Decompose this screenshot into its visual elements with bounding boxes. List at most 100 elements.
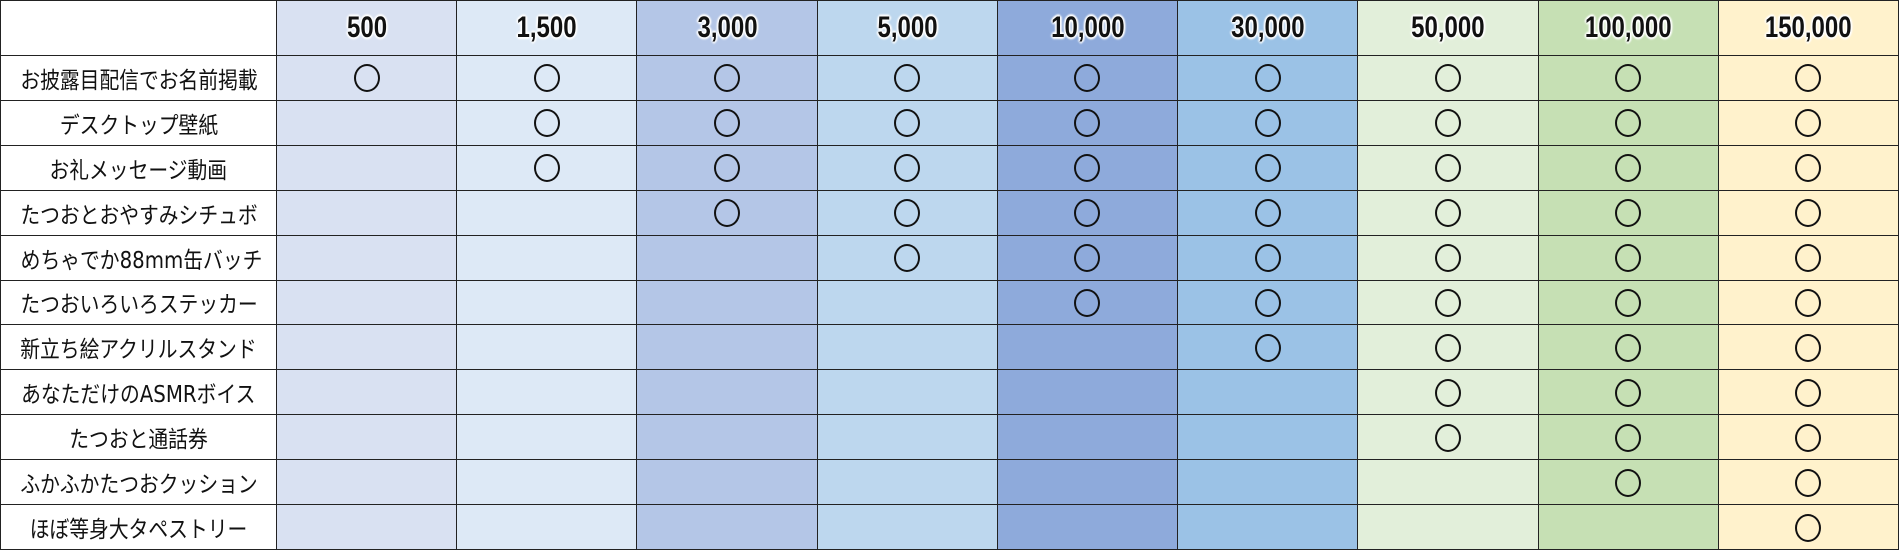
included-circle-icon (1254, 154, 1281, 183)
tier-cell (636, 55, 818, 101)
included-circle-icon (894, 154, 921, 183)
tier-amount: 150,000 (1764, 11, 1852, 44)
tier-cell (1717, 55, 1899, 101)
tier-cell (1717, 504, 1899, 550)
tier-cell (996, 99, 1179, 146)
reward-label: 新立ち絵アクリルスタンド (20, 337, 257, 364)
tier-cell (1357, 99, 1539, 146)
table-row: たつおと通話券 (0, 414, 1899, 461)
table-row: デスクトップ壁紙 (0, 99, 1899, 146)
included-circle-icon (1795, 468, 1822, 497)
included-circle-icon (1254, 199, 1281, 228)
tier-cell (1357, 504, 1539, 550)
included-circle-icon (1615, 288, 1642, 317)
included-circle-icon (894, 199, 921, 228)
tier-cell (275, 504, 458, 550)
tier-cell (816, 459, 998, 506)
included-circle-icon (1074, 199, 1101, 228)
included-circle-icon (714, 64, 741, 93)
tier-cell (1537, 99, 1719, 146)
included-circle-icon (714, 109, 741, 138)
tier-amount: 5,000 (877, 11, 938, 44)
tier-cell (275, 414, 458, 461)
tier-cell (816, 189, 998, 236)
tier-cell (1537, 189, 1719, 236)
tier-cell (636, 99, 818, 146)
tier-cell (996, 189, 1179, 236)
tier-header-0: 500 (275, 0, 458, 56)
tier-amount: 500 (346, 11, 387, 44)
table-row: お披露目配信でお名前掲載 (0, 55, 1899, 101)
tier-amount: 10,000 (1050, 11, 1125, 44)
included-circle-icon (1074, 244, 1101, 273)
table-row: たつおとおやすみシチュボ (0, 189, 1899, 236)
included-circle-icon (1615, 333, 1642, 362)
tier-cell (996, 144, 1179, 191)
tier-cell (636, 504, 818, 550)
table-row: ふかふかたつおクッション (0, 459, 1899, 506)
tier-header-1: 1,500 (456, 0, 638, 56)
tier-cell (1357, 414, 1539, 461)
included-circle-icon (894, 109, 921, 138)
tier-cell (1357, 279, 1539, 326)
reward-label-cell: ほぼ等身大タペストリー (0, 504, 277, 550)
tier-cell (1357, 369, 1539, 416)
reward-label-cell: たつおと通話券 (0, 414, 277, 461)
tier-amount: 100,000 (1584, 11, 1672, 44)
tier-cell (636, 279, 818, 326)
tier-cell (1357, 144, 1539, 191)
tier-cell (996, 459, 1179, 506)
tier-cell (816, 324, 998, 371)
included-circle-icon (1615, 244, 1642, 273)
included-circle-icon (1074, 288, 1101, 317)
tier-cell (996, 369, 1179, 416)
tier-cell (1717, 234, 1899, 281)
tier-amount: 30,000 (1230, 11, 1305, 44)
reward-label-cell: たつおとおやすみシチュボ (0, 189, 277, 236)
tier-cell (1537, 414, 1719, 461)
table-row: 新立ち絵アクリルスタンド (0, 324, 1899, 371)
corner-cell (0, 0, 277, 56)
included-circle-icon (1434, 64, 1461, 93)
tier-cell (996, 279, 1179, 326)
included-circle-icon (533, 154, 560, 183)
reward-label-cell: たつおいろいろステッカー (0, 279, 277, 326)
tier-header-8: 150,000 (1717, 0, 1899, 56)
included-circle-icon (1434, 199, 1461, 228)
included-circle-icon (1434, 288, 1461, 317)
included-circle-icon (1615, 468, 1642, 497)
tier-cell (636, 459, 818, 506)
tier-cell (996, 504, 1179, 550)
tier-cell (1717, 459, 1899, 506)
tier-amount: 1,500 (516, 11, 577, 44)
tier-header-6: 50,000 (1357, 0, 1539, 56)
tier-cell (456, 324, 638, 371)
included-circle-icon (1434, 154, 1461, 183)
included-circle-icon (1615, 378, 1642, 407)
included-circle-icon (1254, 109, 1281, 138)
tier-cell (456, 414, 638, 461)
included-circle-icon (1795, 199, 1822, 228)
tier-cell (456, 369, 638, 416)
tier-cell (1717, 414, 1899, 461)
included-circle-icon (1254, 244, 1281, 273)
included-circle-icon (714, 199, 741, 228)
tier-cell (996, 55, 1179, 101)
tier-cell (456, 279, 638, 326)
tier-cell (816, 279, 998, 326)
included-circle-icon (1615, 423, 1642, 452)
tier-cell (1177, 369, 1359, 416)
tier-cell (1537, 234, 1719, 281)
tier-cell (1537, 459, 1719, 506)
included-circle-icon (1615, 109, 1642, 138)
tier-cell (816, 504, 998, 550)
tier-cell (636, 369, 818, 416)
tier-cell (1177, 99, 1359, 146)
included-circle-icon (1795, 333, 1822, 362)
included-circle-icon (533, 109, 560, 138)
tier-cell (1357, 189, 1539, 236)
tier-cell (1177, 144, 1359, 191)
included-circle-icon (1795, 513, 1822, 542)
tier-cell (636, 144, 818, 191)
table-row: お礼メッセージ動画 (0, 144, 1899, 191)
